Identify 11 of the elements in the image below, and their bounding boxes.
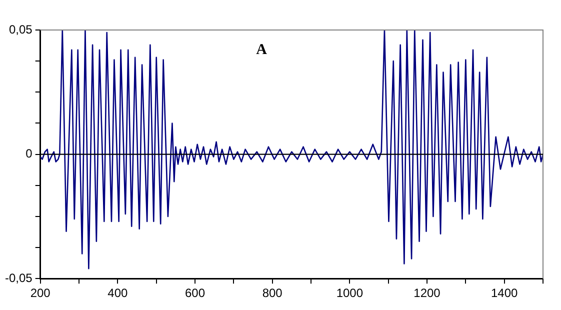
x-tick-label: 200 [30,286,51,300]
y-tick-label: 0,05 [8,22,33,36]
x-tick-label: 1400 [490,286,518,300]
y-tick-label: -0,05 [4,270,33,285]
y-tick-label: 0 [26,146,33,161]
x-tick-label: 800 [262,286,283,300]
x-tick-label: 1000 [336,286,364,300]
x-tick-label: 400 [108,286,128,300]
x-tick-label: 1200 [414,286,441,300]
text: A [256,42,268,58]
x-tick-label: 600 [184,286,206,300]
